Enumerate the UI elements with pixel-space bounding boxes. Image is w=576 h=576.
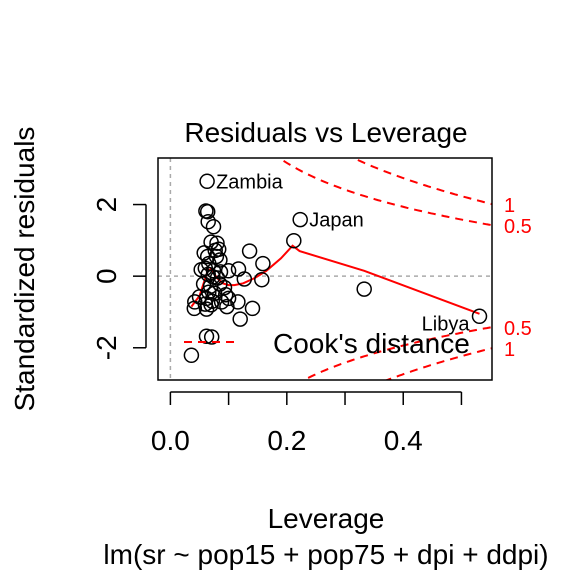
cooks-distance-contours xyxy=(277,158,492,380)
data-point xyxy=(232,311,248,327)
data-point xyxy=(186,300,203,317)
x-axis-label: Leverage xyxy=(268,503,385,534)
reference-lines xyxy=(158,158,492,380)
cooks-contour-upper-1 xyxy=(351,158,492,206)
x-tick-label: 0.0 xyxy=(151,425,190,456)
data-point xyxy=(220,263,237,279)
data-point xyxy=(219,298,235,315)
smooth-line-group xyxy=(190,244,480,315)
cooks-contour-label-upper-1: 1 xyxy=(504,195,515,217)
data-point xyxy=(183,347,200,364)
legend-label: Cook's distance xyxy=(273,328,470,359)
y-tick-label: -2 xyxy=(91,335,122,360)
chart-title: Residuals vs Leverage xyxy=(184,117,467,148)
legend: Cook's distance xyxy=(184,328,470,359)
data-point xyxy=(198,328,215,345)
data-point xyxy=(203,329,220,345)
data-point xyxy=(199,203,216,220)
y-axis-label: Standardized residuals xyxy=(9,127,40,412)
point-label-japan: Japan xyxy=(309,210,364,232)
data-point xyxy=(241,243,258,259)
cooks-contour-label-lower-1: 1 xyxy=(504,339,515,361)
data-point xyxy=(244,300,261,317)
cooks-contour-label-upper-0-5: 0.5 xyxy=(504,216,532,238)
smooth-line xyxy=(190,244,480,315)
x-axis: 0.0 0.2 0.4 xyxy=(151,391,463,456)
point-labels: Zambia Japan Libya xyxy=(216,171,470,335)
data-point xyxy=(230,294,246,310)
y-tick-label: 2 xyxy=(91,197,122,213)
model-formula-label: lm(sr ~ pop15 + pop75 + dpi + ddpi) xyxy=(103,539,548,570)
data-point xyxy=(255,255,271,272)
data-point xyxy=(213,294,230,310)
data-point xyxy=(200,213,216,230)
data-point xyxy=(356,281,372,297)
point-label-libya: Libya xyxy=(422,313,471,335)
data-point xyxy=(254,271,270,288)
point-label-zambia: Zambia xyxy=(216,171,284,193)
data-point xyxy=(471,308,488,325)
data-point xyxy=(187,294,203,310)
data-point xyxy=(198,301,215,317)
y-tick-label: 0 xyxy=(91,268,122,284)
data-point xyxy=(220,290,237,307)
x-tick-label: 0.4 xyxy=(384,425,423,456)
x-tick-label: 0.2 xyxy=(267,425,306,456)
data-point xyxy=(286,232,302,249)
data-points xyxy=(183,173,488,364)
data-point xyxy=(292,211,308,228)
data-point xyxy=(203,297,219,313)
cooks-contour-label-lower-0-5: 0.5 xyxy=(504,318,532,340)
data-point xyxy=(236,271,253,287)
data-point xyxy=(205,218,222,235)
y-axis: -2 0 2 xyxy=(91,197,147,360)
data-point xyxy=(199,173,215,190)
plot-frame xyxy=(157,157,493,381)
cooks-contour-lower-1 xyxy=(384,347,492,380)
cooks-contour-labels: 10.50.51 xyxy=(504,195,532,361)
